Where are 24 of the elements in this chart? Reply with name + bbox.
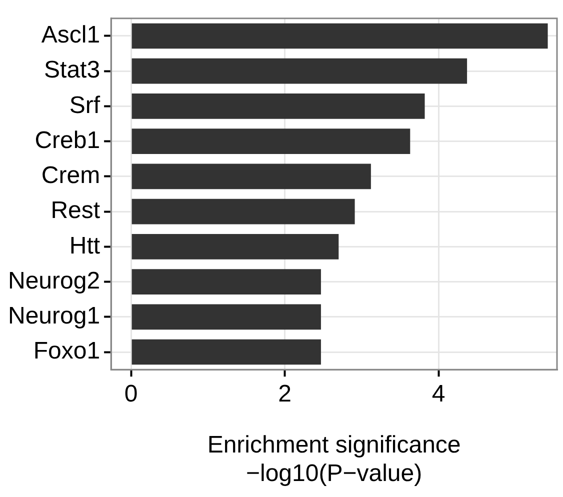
x-tick-label: 2	[278, 380, 292, 408]
y-tick-label: Creb1	[34, 126, 100, 154]
y-tick-label: Srf	[69, 92, 100, 119]
y-tick-label: Foxo1	[33, 338, 100, 365]
x-axis-title: Enrichment significance −log10(P−value)	[207, 431, 461, 488]
y-tick-label: Ascl1	[41, 22, 100, 49]
y-tick-label: Stat3	[44, 56, 100, 84]
y-tick-label: Rest	[50, 197, 100, 224]
bar	[132, 94, 425, 119]
x-tick-label: 0	[124, 380, 138, 408]
y-tick-label: Neurog1	[8, 302, 100, 330]
y-tick-label: Htt	[69, 232, 100, 260]
bar	[132, 234, 339, 260]
bar	[132, 164, 371, 190]
bar	[132, 128, 410, 154]
bar	[132, 269, 321, 294]
bar	[132, 339, 321, 365]
bar	[132, 304, 321, 330]
x-tick-label: 4	[432, 380, 446, 408]
bar	[132, 198, 355, 224]
bar	[132, 58, 468, 84]
y-tick-label: Neurog2	[8, 267, 100, 294]
bar	[132, 23, 548, 49]
y-tick-label: Crem	[41, 162, 100, 190]
